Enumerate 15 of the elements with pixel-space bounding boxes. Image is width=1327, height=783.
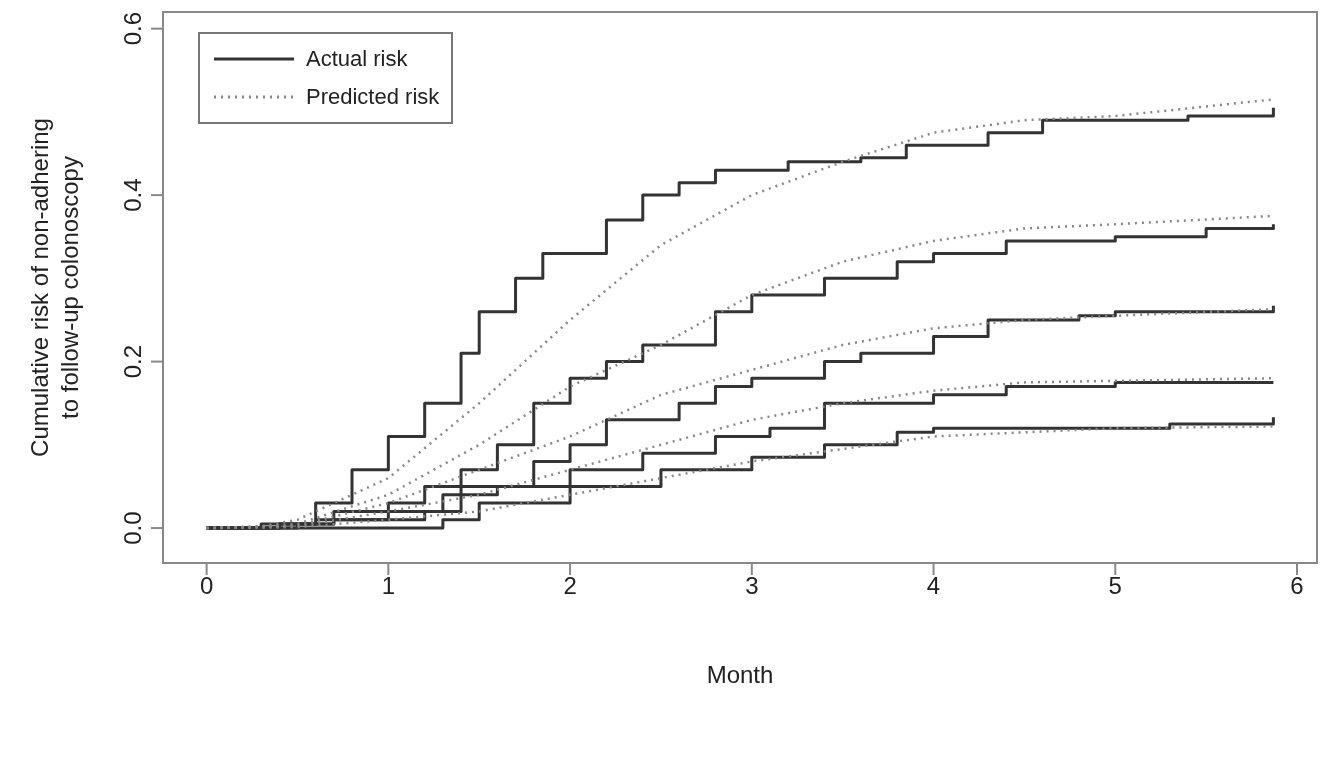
- x-tick-label: 0: [199, 572, 214, 600]
- legend-label: Predicted risk: [306, 84, 440, 110]
- y-tick-label: 0.2: [119, 344, 146, 379]
- y-axis-title: Cumulative risk of non-adhering to follow-up colonoscopy: [26, 118, 83, 457]
- y-tick-label: 0.4: [119, 178, 146, 212]
- x-tick-label: 1: [381, 572, 396, 600]
- x-tick-label: 6: [1290, 572, 1304, 600]
- y-tick-label: 0.6: [119, 11, 146, 46]
- x-tick-label: 4: [926, 572, 941, 600]
- x-tick-label: 3: [745, 572, 759, 600]
- x-tick-label: 5: [1108, 572, 1122, 600]
- x-tick-label: 2: [563, 572, 577, 600]
- y-tick-label: 0.0: [119, 511, 146, 545]
- x-axis-title: Month: [706, 661, 774, 688]
- legend-label: Actual risk: [306, 46, 408, 72]
